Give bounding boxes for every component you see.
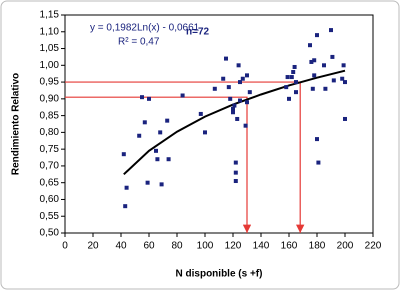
point [291, 70, 296, 75]
point [289, 75, 294, 80]
point [228, 96, 233, 101]
point [147, 96, 151, 101]
point [238, 80, 242, 85]
point [212, 86, 217, 91]
point [166, 157, 171, 162]
point [233, 170, 238, 175]
point [245, 73, 249, 78]
r-squared: R² = 0,47 [118, 37, 160, 48]
point [322, 63, 326, 68]
y-tick-label: 0,60 [40, 194, 60, 205]
y-tick-label: 1,00 [40, 60, 60, 71]
point [245, 100, 249, 105]
point [142, 120, 147, 125]
point [231, 110, 235, 115]
point [312, 73, 317, 78]
point [233, 179, 238, 184]
point [198, 111, 203, 116]
y-tick-label: 0,90 [40, 93, 60, 104]
point [240, 76, 245, 81]
point [292, 64, 297, 69]
y-tick-label: 0,50 [40, 228, 60, 239]
y-tick-label: 0,75 [40, 144, 60, 155]
point [154, 148, 158, 153]
point [145, 180, 150, 185]
point [310, 86, 315, 91]
point [165, 118, 170, 123]
point [330, 54, 335, 59]
x-tick-label: 180 [309, 241, 326, 252]
point [224, 56, 228, 61]
point [121, 152, 126, 157]
x-tick-label: 80 [171, 241, 183, 252]
equation: y = 0,1982Ln(x) - 0,0661 [90, 23, 200, 34]
point [226, 85, 231, 90]
x-tick-label: 200 [337, 241, 354, 252]
point [203, 130, 207, 135]
x-tick-label: 160 [281, 241, 298, 252]
point [331, 78, 336, 83]
point [323, 86, 328, 91]
x-tick-label: 140 [253, 241, 270, 252]
x-axis-title: N disponible (s +f) [176, 269, 263, 280]
point [123, 204, 128, 209]
x-tick-label: 20 [87, 241, 99, 252]
x-tick-label: 0 [62, 241, 68, 252]
y-tick-label: 1,05 [40, 43, 60, 54]
point [233, 160, 238, 165]
point [180, 93, 185, 98]
point [140, 95, 144, 100]
point [287, 96, 291, 101]
point [341, 63, 346, 68]
y-tick-label: 0,65 [40, 177, 60, 188]
point [243, 123, 248, 128]
x-tick-label: 40 [115, 241, 127, 252]
reference-line [65, 96, 252, 233]
x-tick-label: 60 [143, 241, 155, 252]
point [316, 160, 321, 165]
y-tick-label: 0,85 [40, 110, 60, 121]
n-label: n=72 [186, 27, 210, 38]
point [343, 116, 347, 121]
point [236, 63, 241, 68]
point [315, 33, 319, 38]
x-tick-label: 100 [197, 241, 214, 252]
point [137, 133, 142, 138]
point [329, 28, 333, 33]
point [231, 106, 235, 111]
y-tick-label: 0,80 [40, 127, 60, 138]
y-tick-label: 1,15 [40, 10, 60, 21]
point [235, 116, 240, 121]
point [159, 182, 164, 187]
point [340, 76, 345, 81]
y-tick-label: 0,55 [40, 211, 60, 222]
point [343, 80, 347, 85]
y-tick-label: 0,95 [40, 77, 60, 88]
point [294, 80, 298, 85]
y-axis-title: Rendimiento Relativo [11, 73, 22, 175]
y-tick-label: 0,70 [40, 161, 60, 172]
point [238, 98, 242, 103]
x-tick-label: 220 [365, 241, 382, 252]
point [285, 75, 290, 80]
point [308, 43, 312, 48]
point [221, 76, 226, 81]
point [312, 58, 317, 63]
point [247, 90, 252, 95]
x-tick-label: 120 [225, 241, 242, 252]
point [158, 130, 163, 135]
point [309, 59, 314, 64]
point [124, 185, 129, 190]
y-tick-label: 1,10 [40, 26, 60, 37]
point [155, 157, 160, 162]
point [232, 103, 237, 108]
point [315, 137, 319, 142]
plot-area [64, 14, 374, 234]
point [294, 90, 298, 95]
point [284, 85, 289, 90]
